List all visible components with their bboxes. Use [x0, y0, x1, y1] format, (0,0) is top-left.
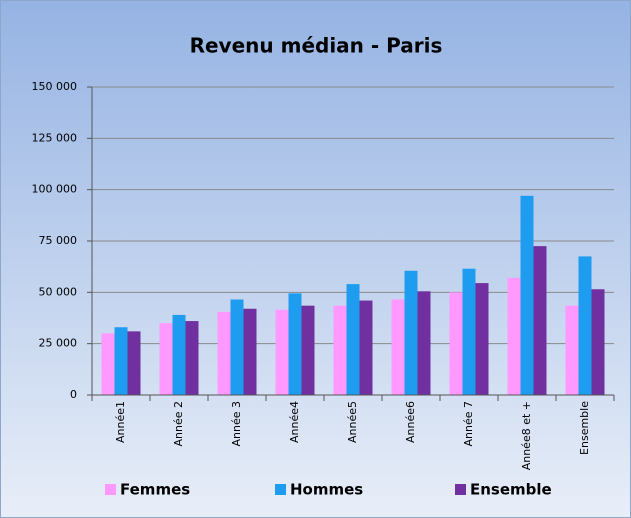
bar — [172, 314, 186, 395]
bar — [475, 283, 489, 395]
bar — [217, 311, 231, 395]
bar — [101, 333, 115, 395]
y-tick-label: 100 000 — [32, 183, 78, 196]
bar — [404, 270, 418, 395]
y-tick-label: 125 000 — [32, 131, 78, 144]
y-tick-label: 0 — [70, 388, 77, 401]
bar — [127, 331, 141, 395]
legend-label: Hommes — [290, 481, 363, 499]
x-tick-label: Année5 — [346, 401, 359, 443]
bar — [591, 289, 605, 395]
x-tick-label: Ensemble — [578, 401, 591, 455]
bar — [288, 293, 302, 395]
y-tick-label: 25 000 — [39, 337, 78, 350]
bar — [462, 268, 476, 395]
legend-label: Ensemble — [470, 481, 552, 499]
bar — [520, 195, 534, 395]
bar — [243, 308, 257, 395]
bar — [449, 292, 463, 395]
bar — [185, 321, 199, 395]
legend-swatch — [105, 484, 116, 495]
bar — [565, 305, 579, 395]
y-tick-label: 75 000 — [39, 234, 78, 247]
bar — [346, 284, 360, 395]
bar — [578, 256, 592, 395]
y-tick-label: 150 000 — [32, 80, 78, 93]
bar — [359, 300, 373, 395]
chart-title: Revenu médian - Paris — [190, 34, 443, 58]
x-tick-label: Année4 — [288, 401, 301, 443]
bar — [391, 299, 405, 395]
y-tick-label: 50 000 — [39, 285, 78, 298]
x-tick-label: Année 2 — [172, 401, 185, 447]
x-tick-label: Année1 — [114, 401, 127, 443]
bar — [159, 323, 173, 395]
x-tick-label: Année 7 — [462, 401, 475, 447]
legend-swatch — [455, 484, 466, 495]
bar — [507, 277, 521, 395]
legend-label: Femmes — [120, 481, 190, 499]
bar — [230, 299, 244, 395]
x-tick-label: Année 3 — [230, 401, 243, 447]
bar — [417, 291, 431, 395]
bar — [333, 305, 347, 395]
x-tick-label: Année6 — [404, 401, 417, 443]
legend-swatch — [275, 484, 286, 495]
bar — [301, 305, 315, 395]
x-tick-label: Année8 et + — [520, 401, 533, 470]
bar — [275, 309, 289, 395]
bar — [533, 246, 547, 395]
bar — [114, 327, 128, 395]
